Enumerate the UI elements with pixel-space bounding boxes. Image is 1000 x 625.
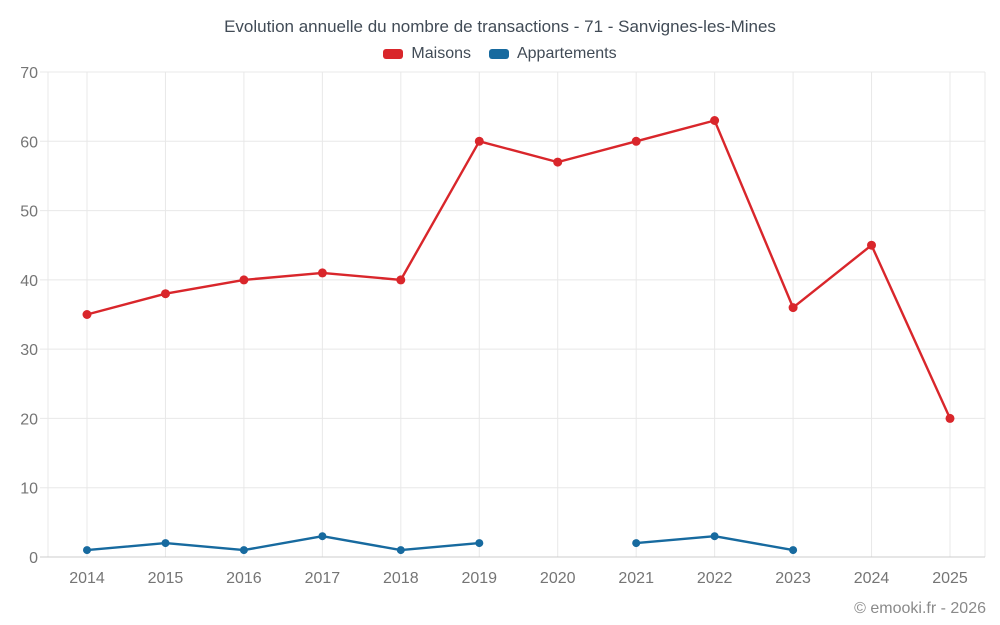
- data-point-appartements-2015[interactable]: [161, 539, 170, 548]
- x-axis-label: 2019: [461, 570, 497, 587]
- data-point-maisons-2020[interactable]: [553, 157, 563, 167]
- y-axis-label: 70: [20, 65, 38, 82]
- x-axis-label: 2018: [383, 570, 419, 587]
- legend-label-appartements: Appartements: [516, 45, 617, 62]
- maisons-swatch-icon: [383, 49, 404, 59]
- y-axis-label: 60: [20, 134, 38, 151]
- data-point-maisons-2018[interactable]: [396, 275, 406, 285]
- series-line-appartements: [85, 535, 795, 552]
- copyright-text: © emooki.fr - 2026: [854, 600, 986, 617]
- data-point-maisons-2019[interactable]: [474, 136, 484, 146]
- data-point-maisons-2021[interactable]: [631, 136, 641, 146]
- chart-legend: Maisons Appartements: [0, 45, 1000, 63]
- data-point-appartements-2014[interactable]: [83, 546, 91, 555]
- data-point-appartements-2018[interactable]: [396, 546, 405, 555]
- x-axis-label: 2017: [305, 570, 341, 587]
- x-axis-label: 2022: [697, 570, 733, 587]
- x-axis-label: 2024: [854, 570, 890, 587]
- x-axis-label: 2023: [775, 570, 811, 587]
- data-point-maisons-2022[interactable]: [710, 116, 720, 125]
- legend-label-maisons: Maisons: [411, 45, 471, 62]
- legend-item-appartements[interactable]: Appartements: [488, 45, 617, 63]
- x-axis-label: 2025: [932, 570, 968, 587]
- y-axis-label: 50: [20, 204, 38, 221]
- x-axis-label: 2015: [148, 570, 184, 587]
- x-axis-label: 2020: [540, 570, 576, 587]
- data-point-maisons-2023[interactable]: [788, 303, 798, 313]
- data-point-maisons-2014[interactable]: [82, 310, 92, 319]
- y-axis-label: 40: [20, 273, 38, 290]
- data-point-maisons-2024[interactable]: [867, 240, 876, 250]
- data-point-appartements-2019[interactable]: [475, 539, 484, 548]
- data-point-maisons-2025[interactable]: [945, 413, 955, 423]
- data-point-appartements-2021[interactable]: [632, 539, 641, 548]
- y-axis-label: 30: [20, 342, 38, 359]
- y-axis-label: 10: [20, 481, 38, 498]
- x-axis-label: 2014: [69, 570, 105, 587]
- chart-title: Evolution annuelle du nombre de transact…: [224, 17, 776, 36]
- x-axis-label: 2021: [618, 570, 654, 587]
- data-point-maisons-2017[interactable]: [317, 268, 327, 278]
- y-axis-label: 20: [20, 411, 38, 428]
- data-point-maisons-2016[interactable]: [239, 275, 249, 285]
- y-axis-label: 0: [29, 550, 38, 567]
- data-point-maisons-2015[interactable]: [161, 289, 170, 299]
- data-point-appartements-2016[interactable]: [239, 546, 248, 555]
- x-axis-label: 2016: [226, 570, 262, 587]
- appartements-swatch-icon: [488, 49, 509, 59]
- series-line-maisons: [85, 119, 952, 420]
- legend-item-maisons[interactable]: Maisons: [383, 45, 471, 63]
- data-point-appartements-2023[interactable]: [789, 546, 798, 555]
- data-point-appartements-2022[interactable]: [710, 532, 719, 541]
- data-point-appartements-2017[interactable]: [318, 532, 327, 541]
